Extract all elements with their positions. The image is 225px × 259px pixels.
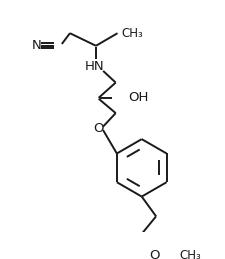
Text: O: O [148, 249, 159, 259]
Text: HN: HN [85, 60, 104, 73]
Text: N: N [32, 39, 41, 52]
Text: CH₃: CH₃ [179, 249, 200, 259]
Text: OH: OH [128, 91, 148, 104]
Text: CH₃: CH₃ [121, 27, 142, 40]
Text: O: O [93, 122, 104, 135]
